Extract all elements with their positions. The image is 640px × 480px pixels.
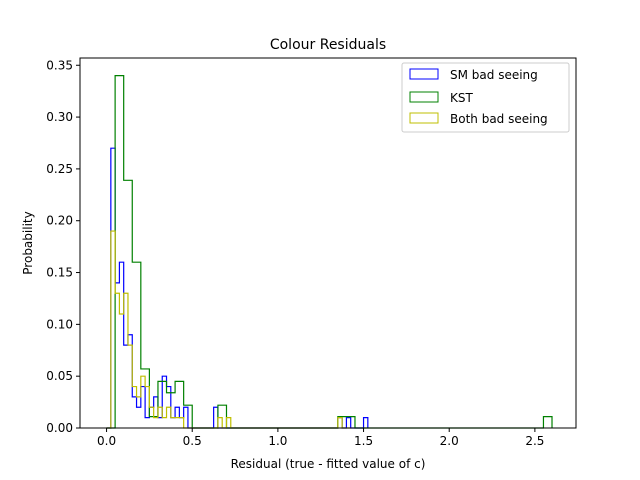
y-tick-label: 0.30 [46, 110, 73, 124]
legend-frame [401, 62, 570, 133]
legend-swatch-both-bad-seeing [409, 112, 439, 124]
legend-label-kst: KST [450, 91, 473, 105]
y-tick-label: 0.15 [46, 266, 73, 280]
x-tick-label: 1.5 [354, 434, 373, 448]
legend-swatch-sm-bad-seeing [409, 68, 439, 80]
x-tick-label: 0.5 [183, 434, 202, 448]
x-tick-label: 2.0 [440, 434, 459, 448]
y-axis-ticks: 0.00 0.05 0.10 0.15 0.20 0.25 0.30 0.35 [46, 58, 80, 435]
histogram-step-series-2 [106, 230, 351, 429]
y-tick-label: 0.10 [46, 317, 73, 331]
y-tick-label: 0.25 [46, 162, 73, 176]
plot-frame [79, 57, 577, 429]
y-tick-label: 0.00 [46, 421, 73, 435]
x-tick-label: 2.5 [525, 434, 544, 448]
series-layer [106, 75, 553, 429]
y-tick-label: 0.35 [46, 58, 73, 72]
legend-label-sm-bad-seeing: SM bad seeing [450, 68, 538, 82]
y-tick-label: 0.20 [46, 214, 73, 228]
histogram-step-series-1 [106, 75, 553, 429]
x-tick-label: 0.0 [97, 434, 116, 448]
x-axis-label: Residual (true - fitted value of c) [231, 457, 426, 471]
legend: SM bad seeing KST Both bad seeing [401, 62, 570, 133]
x-tick-label: 1.0 [268, 434, 287, 448]
legend-swatch-kst [409, 91, 439, 103]
legend-label-both-bad-seeing: Both bad seeing [450, 112, 548, 126]
chart-title: Colour Residuals [270, 37, 386, 53]
x-axis-ticks: 0.0 0.5 1.0 1.5 2.0 2.5 [97, 428, 544, 448]
y-tick-label: 0.05 [46, 369, 73, 383]
y-axis-label: Probability [21, 211, 35, 274]
